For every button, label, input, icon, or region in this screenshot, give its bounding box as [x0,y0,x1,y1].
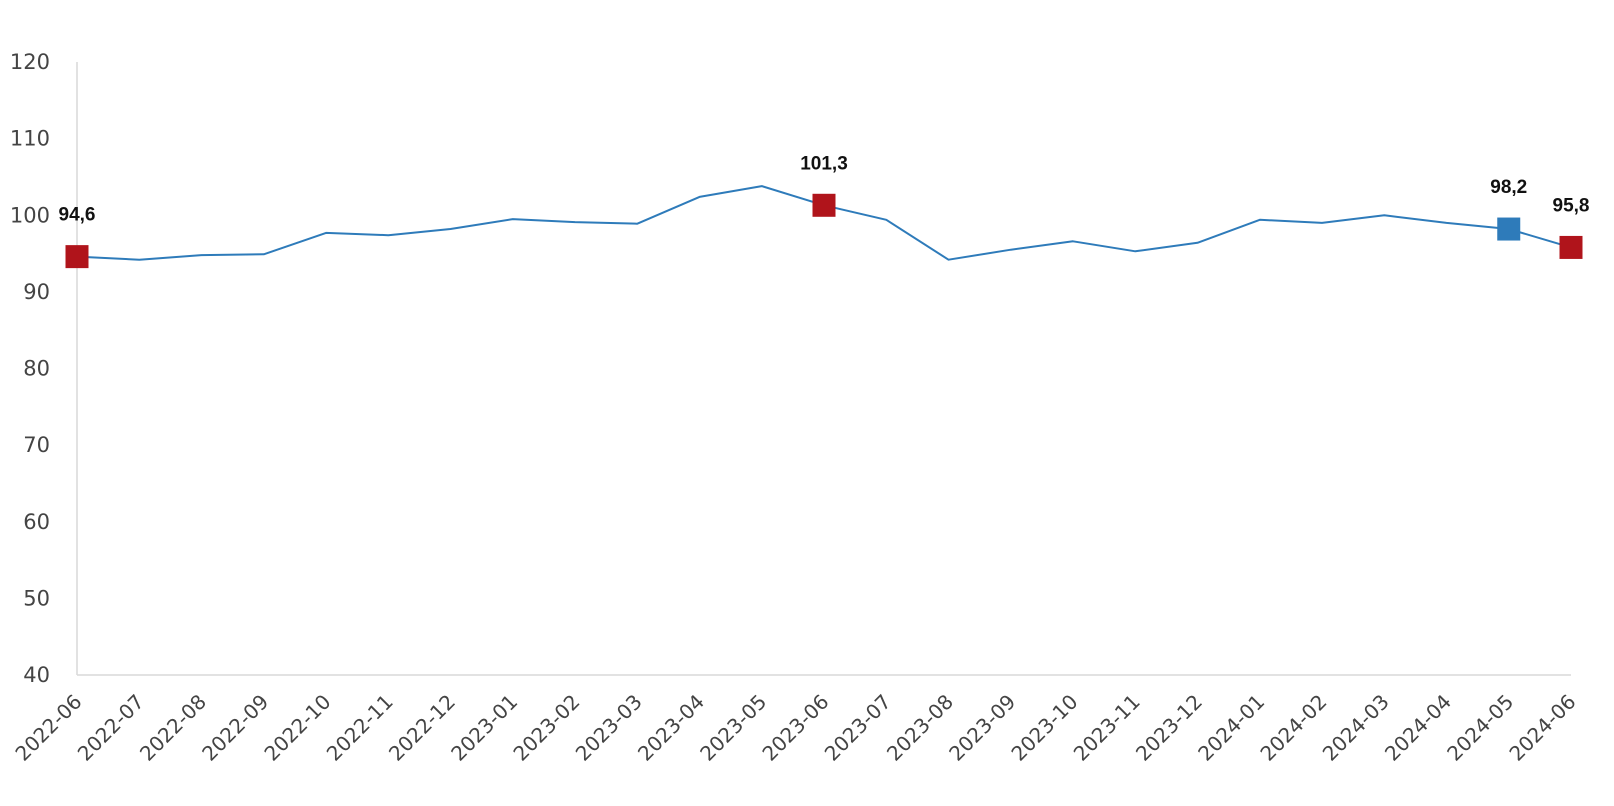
y-tick-label: 80 [23,357,50,381]
x-tick-label: 2023-03 [571,690,647,766]
y-tick-label: 110 [10,127,50,151]
y-tick-label: 50 [23,586,50,610]
data-label: 95,8 [1553,195,1590,216]
point-marker [1559,235,1583,259]
data-label: 98,2 [1490,177,1527,198]
y-tick-label: 90 [23,280,50,304]
x-tick-label: 2022-07 [73,690,149,766]
x-tick-label: 2022-12 [384,690,460,766]
x-tick-label: 2023-04 [633,690,709,766]
y-tick-label: 100 [10,203,50,227]
x-tick-label: 2023-01 [446,690,522,766]
x-tick-label: 2023-12 [1131,690,1207,766]
x-tick-label: 2023-05 [695,690,771,766]
markers [65,193,1583,269]
x-tick-label: 2023-02 [508,690,584,766]
y-tick-label: 60 [23,510,50,534]
x-tick-label: 2024-06 [1504,690,1580,766]
y-axis: 40 50 60 70 80 90 100 110 120 [10,50,78,687]
x-tick-label: 2022-10 [259,690,335,766]
data-label: 101,3 [800,153,848,174]
x-tick-label: 2023-09 [944,690,1020,766]
y-tick-label: 40 [23,663,50,687]
x-tick-label: 2023-10 [1006,690,1082,766]
x-tick-label: 2024-03 [1318,690,1394,766]
x-tick-label: 2022-09 [197,690,273,766]
x-tick-label: 2024-02 [1255,690,1331,766]
x-tick-label: 2023-11 [1069,690,1145,766]
x-tick-label: 2023-06 [757,690,833,766]
point-marker [812,193,836,217]
x-tick-label: 2022-11 [322,690,398,766]
data-labels: 94,6 101,3 98,2 95,8 [59,153,1590,225]
point-marker [65,245,89,269]
x-tick-label: 2023-07 [820,690,896,766]
data-label: 94,6 [59,205,96,226]
y-tick-label: 70 [23,433,50,457]
x-tick-label: 2022-06 [10,690,86,766]
x-tick-label: 2024-04 [1380,690,1456,766]
x-tick-label: 2022-08 [135,690,211,766]
x-tick-label: 2024-05 [1442,690,1518,766]
point-marker [1497,217,1521,241]
y-tick-label: 120 [10,50,50,74]
x-tick-label: 2024-01 [1193,690,1269,766]
x-axis: 2022-062022-072022-082022-092022-102022-… [10,674,1581,766]
x-tick-label: 2023-08 [882,690,958,766]
